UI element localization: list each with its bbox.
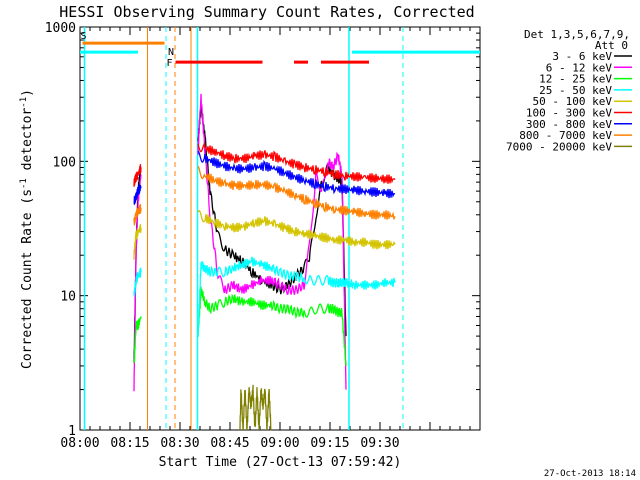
- series-line: [197, 256, 396, 337]
- legend-entry: 50 - 100 keV: [533, 95, 613, 108]
- plot-area: 1 10 100 1000 08:00 08:15 08:30 08:45 09:00 09:15…: [45, 21, 481, 451]
- series-line: [133, 267, 142, 297]
- legend-entry: 25 - 50 keV: [539, 84, 612, 97]
- x-tick-label: 09:30: [360, 436, 399, 451]
- series-line: [197, 286, 347, 366]
- svg-text:Corrected Count Rate (s-1 dete: Corrected Count Rate (s-1 detector-1): [19, 89, 35, 369]
- flare-flag-label: F: [167, 58, 173, 69]
- y-tick-label: 1: [68, 424, 76, 439]
- legend-header: Att 0: [595, 39, 628, 52]
- legend-header: Det 1,3,5,6,7,9,: [524, 28, 630, 41]
- legend-entry: 7000 - 20000 keV: [506, 140, 612, 153]
- series-line: [133, 224, 142, 260]
- x-tick-label: 09:15: [310, 436, 349, 451]
- y-axis-label: Corrected Count Rate (s-1 detector-1): [19, 89, 35, 369]
- y-tick-label: 1000: [45, 21, 76, 36]
- legend-entry: 12 - 25 keV: [539, 73, 612, 86]
- footer-date: 27-Oct-2013 18:14: [544, 469, 636, 479]
- x-axis-label: Start Time (27-Oct-13 07:59:42): [159, 455, 402, 470]
- series-line: [197, 93, 347, 390]
- series-line: [133, 316, 142, 364]
- y-tick-label: 10: [60, 290, 76, 305]
- legend-entry: 100 - 300 keV: [526, 107, 612, 120]
- legend-entry: 6 - 12 keV: [546, 61, 613, 74]
- series-line: [239, 384, 272, 431]
- saa-flag-label: S: [81, 31, 87, 42]
- series-line: [133, 204, 142, 226]
- x-tick-label: 08:00: [60, 436, 99, 451]
- x-tick-label: 08:30: [160, 436, 199, 451]
- legend-entry: 3 - 6 keV: [552, 50, 612, 63]
- x-tick-label: 08:45: [210, 436, 249, 451]
- legend-entry: 300 - 800 keV: [526, 118, 612, 131]
- legend-entry: 800 - 7000 keV: [519, 129, 612, 142]
- y-tick-label: 100: [53, 155, 76, 170]
- series-line: [197, 209, 396, 250]
- series-line: [133, 164, 142, 187]
- series-line: [197, 142, 396, 184]
- chart-title: HESSI Observing Summary Count Rates, Cor…: [59, 3, 474, 21]
- series-line: [197, 150, 396, 199]
- x-tick-label: 09:00: [260, 436, 299, 451]
- series-line: [197, 165, 396, 220]
- night-flag-label: N: [168, 47, 174, 58]
- series-line: [133, 184, 142, 206]
- x-tick-label: 08:15: [110, 436, 149, 451]
